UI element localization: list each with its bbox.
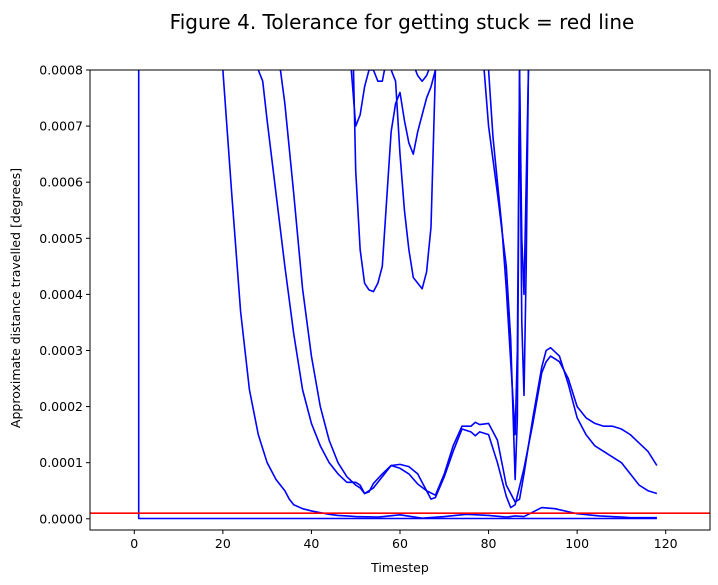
y-axis-label: Approximate distance travelled [degrees]: [8, 168, 23, 428]
series-line-9: [483, 70, 530, 481]
x-axis-label: Timestep: [370, 560, 429, 575]
x-tick-label: 0: [130, 536, 138, 551]
x-tick-label: 20: [215, 536, 231, 551]
y-tick-label: 0.0005: [39, 231, 83, 246]
x-tick-label: 40: [303, 536, 319, 551]
series-layer: [137, 70, 658, 520]
series-line-7: [390, 70, 437, 290]
x-tick-label: 80: [481, 536, 497, 551]
series-line-2: [222, 70, 657, 520]
series-line-5: [350, 70, 386, 127]
series-line-3: [257, 70, 658, 503]
plot-frame: [89, 69, 711, 531]
plot-area: [89, 69, 711, 531]
y-tick-label: 0.0003: [39, 343, 83, 358]
x-axis: 0 20 40 60 80 100 120: [130, 530, 678, 551]
series-line-4: [279, 70, 658, 509]
y-tick-label: 0.0006: [39, 175, 83, 190]
y-tick-label: 0.0002: [39, 399, 83, 414]
series-line-10: [487, 70, 530, 436]
series-line-8: [414, 70, 430, 83]
series-line-6: [352, 70, 437, 293]
x-tick-label: 100: [565, 536, 589, 551]
y-tick-label: 0.0000: [39, 511, 83, 526]
series-line-1: [137, 70, 657, 520]
x-tick-label: 120: [654, 536, 678, 551]
x-tick-label: 60: [392, 536, 408, 551]
y-tick-label: 0.0004: [39, 287, 83, 302]
y-axis: 0.0000 0.0001 0.0002 0.0003 0.0004 0.0005 0.00…: [39, 63, 90, 526]
chart-title: Figure 4. Tolerance for getting stuck = …: [170, 10, 635, 34]
y-tick-label: 0.0001: [39, 455, 83, 470]
y-tick-label: 0.0008: [39, 63, 83, 78]
y-tick-label: 0.0007: [39, 119, 83, 134]
